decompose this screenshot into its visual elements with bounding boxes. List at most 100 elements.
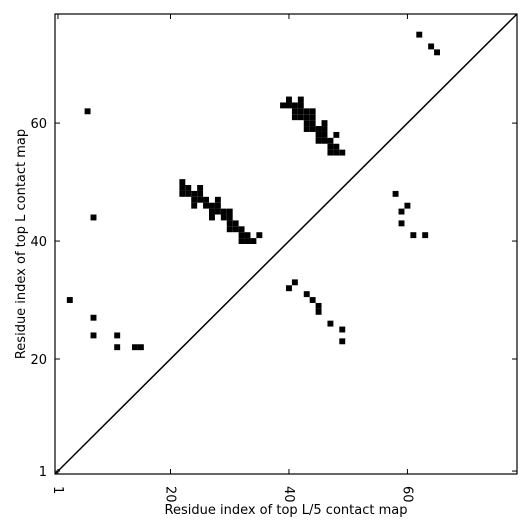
contact-cell	[309, 108, 316, 115]
contact-cell	[220, 214, 227, 221]
y-tick-label: 40	[30, 235, 47, 250]
x-tick-label: 20	[163, 486, 178, 503]
contact-cell	[297, 114, 304, 121]
contact-cell	[256, 232, 263, 239]
contact-cell	[321, 120, 328, 127]
contact-cell	[321, 137, 328, 144]
contact-cell	[404, 202, 411, 209]
contact-cell	[333, 131, 340, 138]
contact-cell	[315, 131, 322, 138]
contact-cell	[209, 208, 215, 215]
contact-cell	[220, 208, 227, 215]
contact-cell	[185, 190, 192, 197]
contact-cell	[315, 137, 322, 144]
contact-cell	[291, 279, 298, 286]
contact-cell	[434, 49, 440, 56]
contact-cell	[191, 190, 198, 197]
contact-cell	[214, 196, 221, 203]
contact-cell	[238, 226, 245, 233]
contact-cell	[327, 143, 334, 150]
contact-cell	[90, 314, 97, 321]
contact-cell	[203, 202, 209, 209]
contact-cell	[226, 208, 233, 215]
contact-cell	[392, 190, 399, 197]
contact-cell	[197, 196, 204, 203]
contact-cell	[315, 308, 322, 315]
contact-cell	[291, 102, 298, 109]
contact-cell	[339, 326, 346, 333]
contact-cell	[191, 202, 198, 209]
contact-cell	[179, 190, 186, 197]
contact-cell	[303, 291, 310, 298]
contact-cell	[416, 31, 423, 38]
contact-cell	[339, 338, 346, 345]
contact-cell	[179, 179, 186, 186]
contact-cell	[114, 344, 121, 351]
contact-cell	[309, 114, 316, 121]
contact-cell	[321, 126, 328, 132]
contact-cell	[398, 220, 405, 227]
contact-cell	[291, 114, 298, 121]
contact-cell	[214, 202, 221, 209]
contact-cell	[297, 102, 304, 109]
contact-cell	[422, 232, 429, 239]
contact-cell	[226, 226, 233, 233]
contact-cell	[398, 208, 405, 215]
contact-cell	[238, 238, 245, 244]
contact-cell	[214, 208, 221, 215]
contact-cell	[286, 96, 292, 103]
contact-cell	[197, 185, 204, 191]
y-axis-label: Residue index of top L contact map	[14, 129, 29, 359]
x-tick-label: 40	[281, 486, 296, 503]
contact-cell	[303, 114, 310, 121]
contact-cell	[315, 126, 322, 132]
contact-cell	[209, 214, 215, 221]
contact-cell	[179, 185, 186, 191]
contact-cell	[232, 220, 239, 227]
contact-cell	[286, 285, 292, 292]
contact-cell	[90, 332, 97, 339]
contact-cell	[303, 120, 310, 127]
contact-cell	[309, 297, 316, 303]
contact-cell	[428, 43, 435, 50]
y-tick-label: 20	[30, 353, 47, 368]
contact-cell	[303, 108, 310, 115]
contact-cell	[137, 344, 144, 351]
contact-cell	[250, 238, 257, 244]
contact-cell	[84, 108, 91, 115]
contact-cell	[185, 185, 192, 191]
contact-cell	[66, 297, 73, 303]
contact-cell	[226, 214, 233, 221]
contact-cell	[244, 232, 251, 239]
contact-cell	[132, 344, 138, 351]
contact-cell	[244, 238, 251, 244]
contact-cell	[238, 232, 245, 239]
x-tick-label: 60	[399, 486, 414, 503]
contact-cell	[197, 190, 204, 197]
contact-cell	[327, 149, 334, 156]
contact-cell	[309, 120, 316, 127]
contact-cell	[114, 332, 121, 339]
contact-cell	[309, 126, 316, 132]
contact-cell	[291, 108, 298, 115]
contact-cell	[339, 149, 346, 156]
diagonal	[54, 13, 518, 475]
contact-cell	[209, 202, 215, 209]
contact-cell	[333, 149, 340, 156]
contact-cell	[226, 220, 233, 227]
x-tick-label: 1	[50, 486, 65, 494]
contact-cell	[303, 126, 310, 132]
contact-cell	[286, 102, 292, 109]
y-tick-label: 60	[30, 117, 47, 132]
contact-cell	[297, 108, 304, 115]
x-axis-label: Residue index of top L/5 contact map	[165, 503, 408, 518]
contact-cell	[191, 196, 198, 203]
contact-cell	[327, 137, 334, 144]
contact-cell	[203, 196, 209, 203]
contact-cell	[321, 131, 328, 138]
contact-cell	[410, 232, 417, 239]
contact-cell	[90, 214, 97, 221]
contact-cell	[333, 143, 340, 150]
contact-cell	[315, 302, 322, 309]
